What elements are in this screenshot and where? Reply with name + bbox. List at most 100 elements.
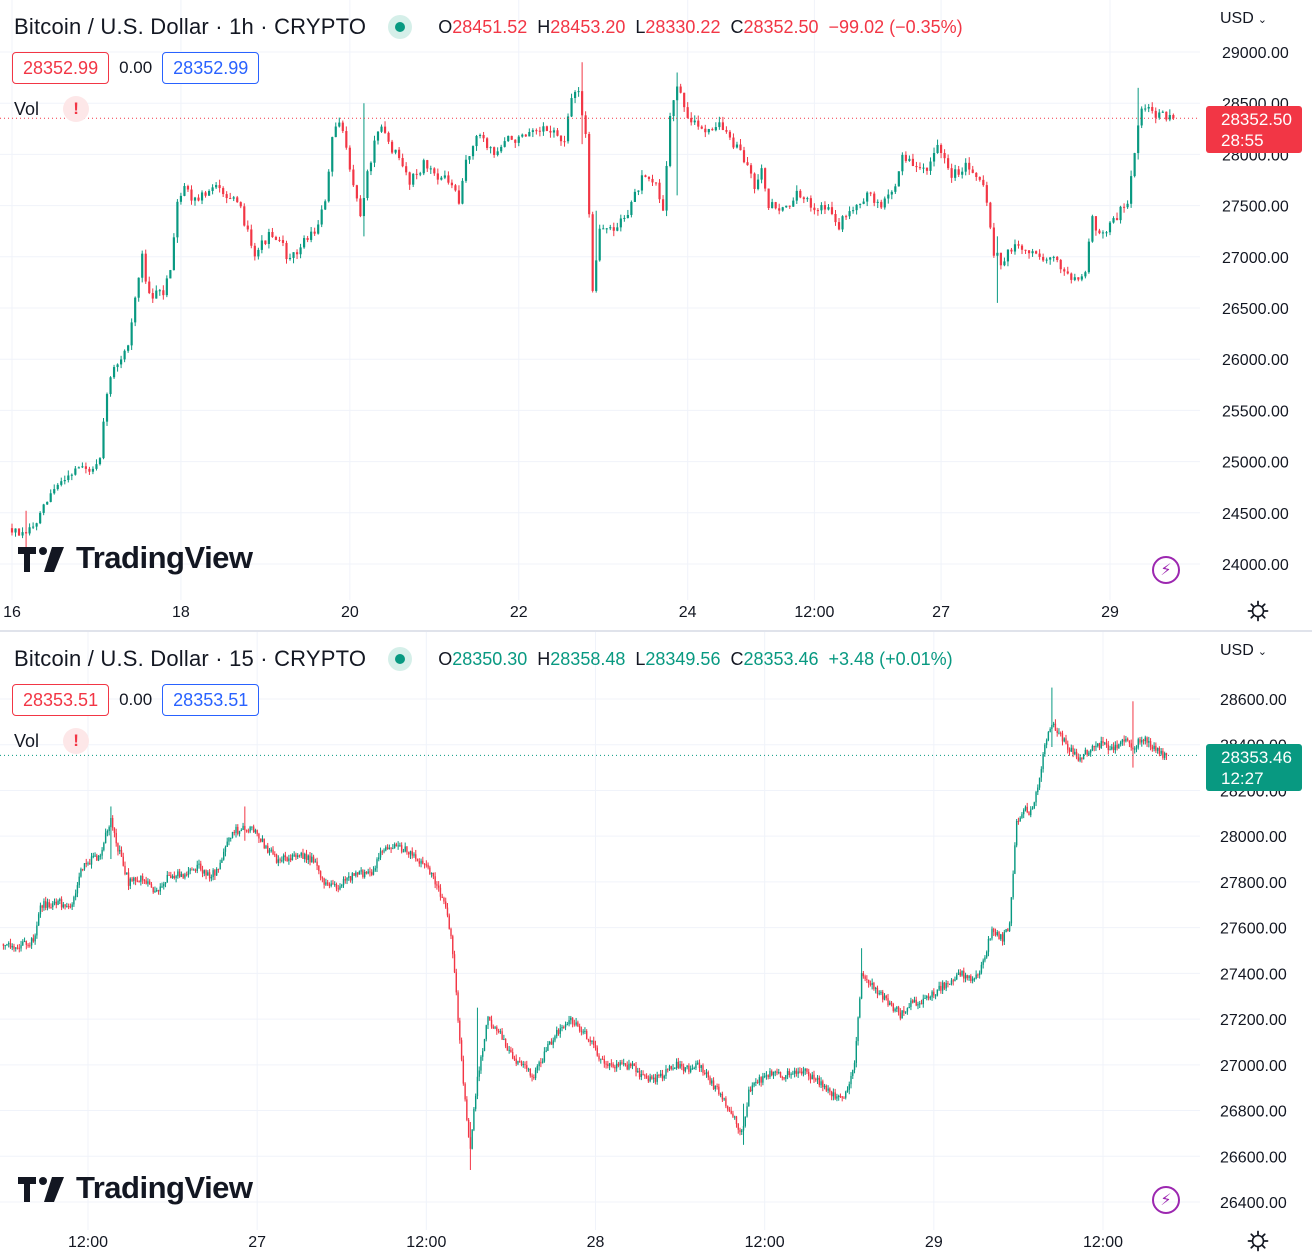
symbol-title[interactable]: Bitcoin / U.S. Dollar · 1h · CRYPTO: [14, 14, 367, 39]
candle-body: [570, 98, 573, 117]
candle-body: [45, 901, 47, 908]
buy-button[interactable]: 28353.51: [162, 684, 260, 716]
candle-body: [73, 897, 75, 905]
candle-body: [929, 161, 932, 171]
currency-selector[interactable]: USD ⌄: [1220, 10, 1267, 28]
candle-body: [155, 290, 158, 299]
market-open-dot-icon: [388, 15, 413, 39]
candle-body: [756, 1081, 759, 1083]
candle-body: [1135, 747, 1138, 749]
candle-body: [859, 203, 862, 205]
candle-body: [758, 1077, 761, 1083]
candle-body: [151, 293, 154, 299]
candle-body: [802, 1070, 805, 1074]
candle-body: [416, 858, 419, 862]
candle-body: [291, 854, 294, 861]
volume-indicator[interactable]: Vol !: [14, 728, 90, 754]
candle-body: [201, 869, 204, 874]
candle-body: [607, 1064, 609, 1067]
candle-body: [117, 843, 119, 852]
candle-body: [468, 156, 471, 160]
candle-body: [746, 1106, 748, 1117]
candle-body: [552, 130, 556, 133]
candle-body: [137, 277, 140, 298]
candle-body: [630, 1063, 632, 1067]
candle-body: [1049, 729, 1051, 733]
candle-body: [684, 1067, 687, 1072]
candle-body: [1044, 744, 1046, 755]
candle-body: [222, 851, 225, 860]
candle-body: [1107, 744, 1109, 751]
candle-body: [247, 830, 250, 832]
lightning-icon[interactable]: ⚡︎: [1152, 1186, 1180, 1214]
volume-indicator[interactable]: Vol !: [14, 96, 90, 122]
candle-body: [963, 970, 965, 979]
y-tick-label: 27800.00: [1220, 875, 1287, 892]
candle-body: [295, 854, 297, 858]
candle-body: [152, 887, 154, 893]
candle-body: [450, 182, 453, 186]
currency-selector[interactable]: USD ⌄: [1220, 642, 1267, 660]
candle-body: [538, 130, 541, 132]
candle-body: [959, 972, 961, 976]
candle-body: [605, 228, 608, 230]
candle-body: [156, 890, 158, 892]
sell-button[interactable]: 28353.51: [12, 684, 110, 716]
candle-body: [1093, 745, 1095, 748]
candle-body: [906, 1008, 909, 1012]
candle-body: [588, 134, 591, 215]
candle-body: [1091, 745, 1094, 751]
exclamation-icon[interactable]: !: [63, 96, 90, 122]
candle-body: [1080, 276, 1083, 280]
chart-panel-1h[interactable]: 24000.00 24500.00 25000.00 25500.00 26000.00…: [0, 0, 1312, 632]
candle-body: [306, 238, 309, 240]
candle-body: [760, 168, 763, 180]
candle-body: [57, 900, 59, 905]
tradingview-logo[interactable]: TradingView: [18, 1170, 253, 1206]
candle-body: [536, 1066, 539, 1071]
tradingview-logo[interactable]: TradingView: [18, 540, 253, 576]
candle-body: [845, 1091, 847, 1098]
candle-body: [52, 903, 54, 908]
candle-body: [573, 91, 577, 99]
candle-body: [147, 881, 149, 884]
candlestick-chart[interactable]: 26400.00 26600.00 26800.00 27000.00 27200.00…: [0, 632, 1312, 1260]
candle-body: [148, 281, 151, 294]
candle-body: [244, 825, 246, 831]
candle-body: [1165, 753, 1168, 756]
candle-body: [490, 1019, 493, 1027]
candle-body: [996, 932, 998, 936]
candle-body: [380, 126, 383, 132]
exclamation-icon[interactable]: !: [63, 728, 90, 754]
chart-panel-15m[interactable]: 26400.00 26600.00 26800.00 27000.00 27200.00…: [0, 632, 1312, 1260]
candle-body: [521, 134, 524, 137]
candle-body: [1091, 216, 1094, 242]
settings-gear-icon[interactable]: [1246, 1229, 1270, 1253]
high-label: H: [537, 16, 551, 37]
candlestick-chart[interactable]: 24000.00 24500.00 25000.00 25500.00 26000.00…: [0, 0, 1312, 630]
candle-body: [443, 897, 445, 902]
candle-body: [950, 168, 953, 178]
candle-body: [233, 832, 235, 834]
candle-body: [279, 859, 281, 861]
buy-button[interactable]: 28352.99: [162, 52, 260, 84]
sell-button[interactable]: 28352.99: [12, 52, 110, 84]
candle-body: [1172, 115, 1175, 119]
tradingview-logo-icon: [18, 1177, 64, 1202]
candle-body: [427, 864, 429, 868]
candle-body: [783, 1077, 785, 1079]
candle-body: [762, 1076, 764, 1083]
lightning-icon[interactable]: ⚡︎: [1152, 556, 1180, 584]
candle-body: [954, 169, 957, 178]
candle-body: [742, 1125, 745, 1131]
candle-body: [978, 176, 981, 180]
candle-body: [1101, 232, 1105, 234]
x-tick-label: 16: [3, 604, 21, 621]
candle-body: [628, 1063, 630, 1070]
settings-gear-icon[interactable]: [1246, 599, 1270, 623]
candle-body: [25, 941, 28, 945]
candle-body: [550, 1041, 553, 1045]
candle-body: [524, 1063, 526, 1066]
candle-body: [1070, 273, 1073, 280]
symbol-title[interactable]: Bitcoin / U.S. Dollar · 15 · CRYPTO: [14, 646, 367, 671]
